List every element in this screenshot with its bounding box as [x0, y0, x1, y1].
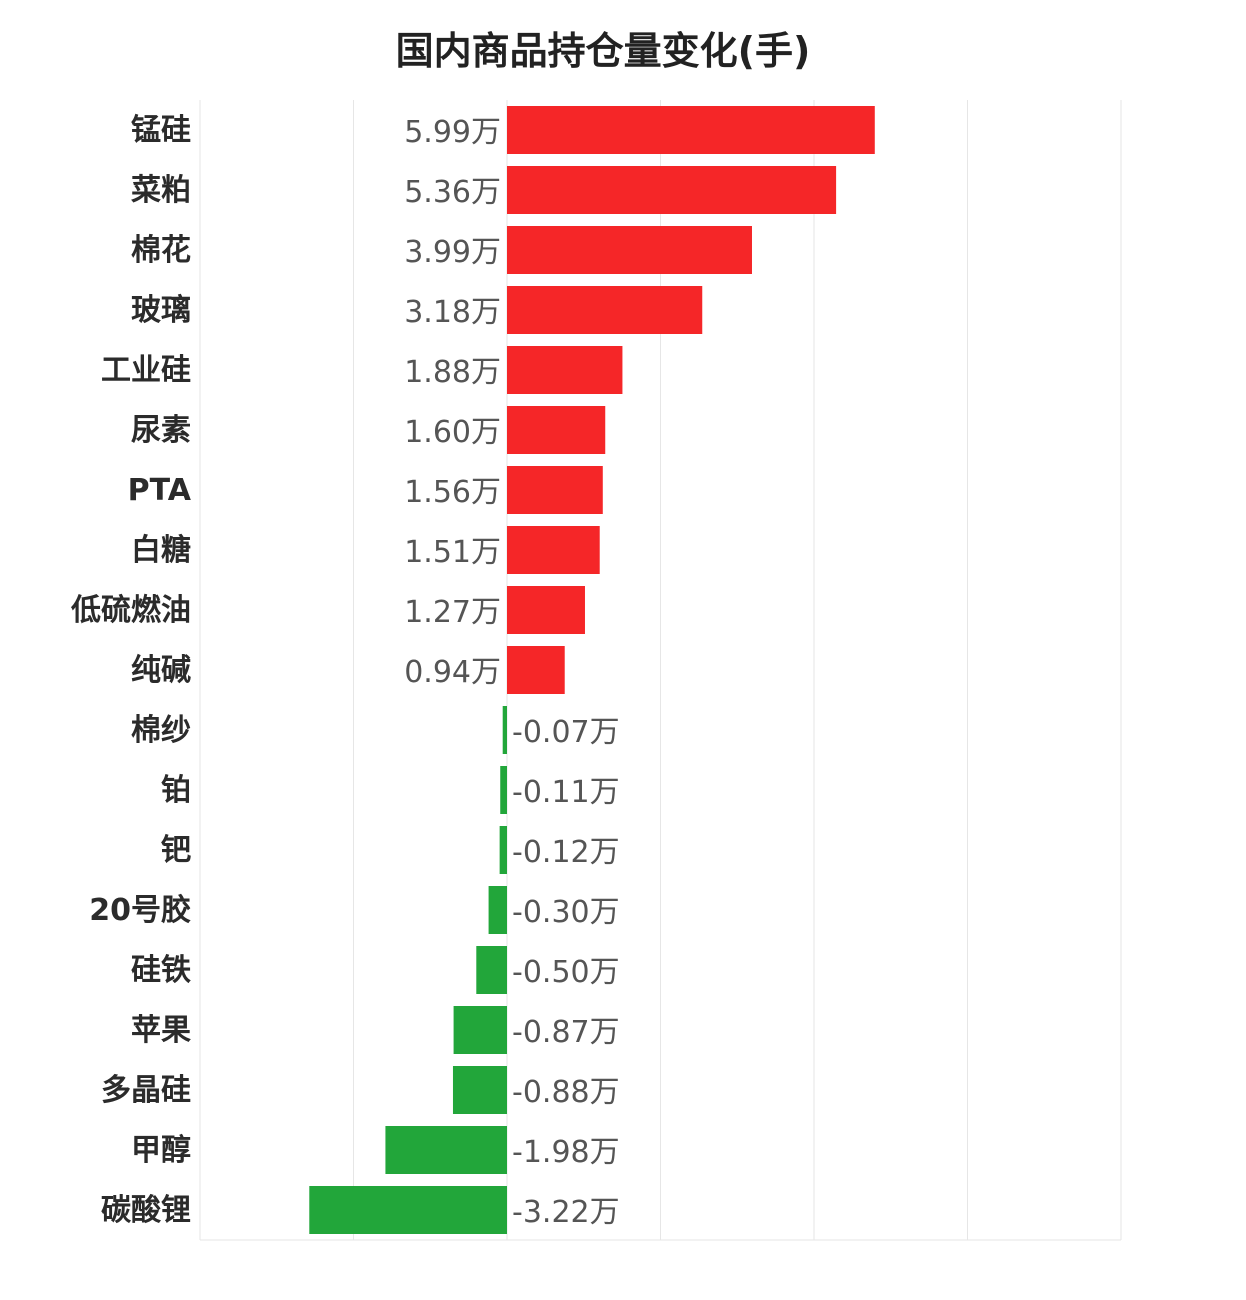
bar: [385, 1126, 507, 1174]
category-label: 棉纱: [131, 713, 191, 748]
category-label: 钯: [161, 833, 191, 868]
bar: [507, 526, 600, 574]
bar: [507, 646, 565, 694]
bar: [507, 286, 703, 334]
bar: [453, 1006, 507, 1054]
category-label: 低硫燃油: [70, 593, 191, 628]
category-label: 甲醇: [131, 1133, 191, 1168]
bar: [452, 1066, 507, 1114]
category-label: 玻璃: [131, 293, 191, 328]
data-label: -3.22万: [512, 1195, 620, 1230]
category-label: 硅铁: [131, 953, 191, 988]
category-label: 锰硅: [131, 113, 191, 148]
bars: [309, 106, 875, 1234]
chart-title: 国内商品持仓量变化(手): [395, 29, 811, 73]
data-label: 1.60万: [404, 415, 501, 450]
category-label: 菜粕: [131, 173, 191, 208]
data-label: 5.99万: [404, 115, 501, 150]
bar: [502, 706, 507, 754]
category-label: 碳酸锂: [101, 1193, 191, 1228]
data-label: 3.99万: [404, 235, 501, 270]
data-label: 0.94万: [404, 655, 501, 690]
category-label: 棉花: [131, 233, 191, 268]
data-label: -0.11万: [512, 775, 620, 810]
bar: [507, 406, 606, 454]
bar: [476, 946, 507, 994]
bar: [500, 766, 507, 814]
category-label: 白糖: [131, 533, 191, 568]
data-label: 3.18万: [404, 295, 501, 330]
category-label: 多晶硅: [101, 1073, 191, 1108]
bar: [309, 1186, 507, 1234]
data-label: -0.50万: [512, 955, 620, 990]
category-label: 苹果: [131, 1013, 191, 1048]
data-label: 5.36万: [404, 175, 501, 210]
data-label: -0.12万: [512, 835, 620, 870]
category-label: 铂: [161, 773, 191, 808]
data-label: 1.88万: [404, 355, 501, 390]
data-label: 1.56万: [404, 475, 501, 510]
data-label: -0.87万: [512, 1015, 620, 1050]
category-label: 尿素: [131, 413, 191, 448]
category-label: 20号胶: [89, 893, 191, 928]
category-label: 工业硅: [101, 353, 191, 388]
bar: [507, 166, 837, 214]
category-label: 纯碱: [131, 653, 191, 688]
bar: [499, 826, 507, 874]
data-label: -0.30万: [512, 895, 620, 930]
bar: [488, 886, 507, 934]
data-label: 1.51万: [404, 535, 501, 570]
data-label: 1.27万: [404, 595, 501, 630]
category-label: PTA: [128, 473, 192, 508]
bar: [507, 346, 623, 394]
data-label: -0.07万: [512, 715, 620, 750]
data-label: -0.88万: [512, 1075, 620, 1110]
bar: [507, 466, 603, 514]
bar: [507, 106, 875, 154]
data-label: -1.98万: [512, 1135, 620, 1170]
bar: [507, 226, 752, 274]
bar: [507, 586, 585, 634]
